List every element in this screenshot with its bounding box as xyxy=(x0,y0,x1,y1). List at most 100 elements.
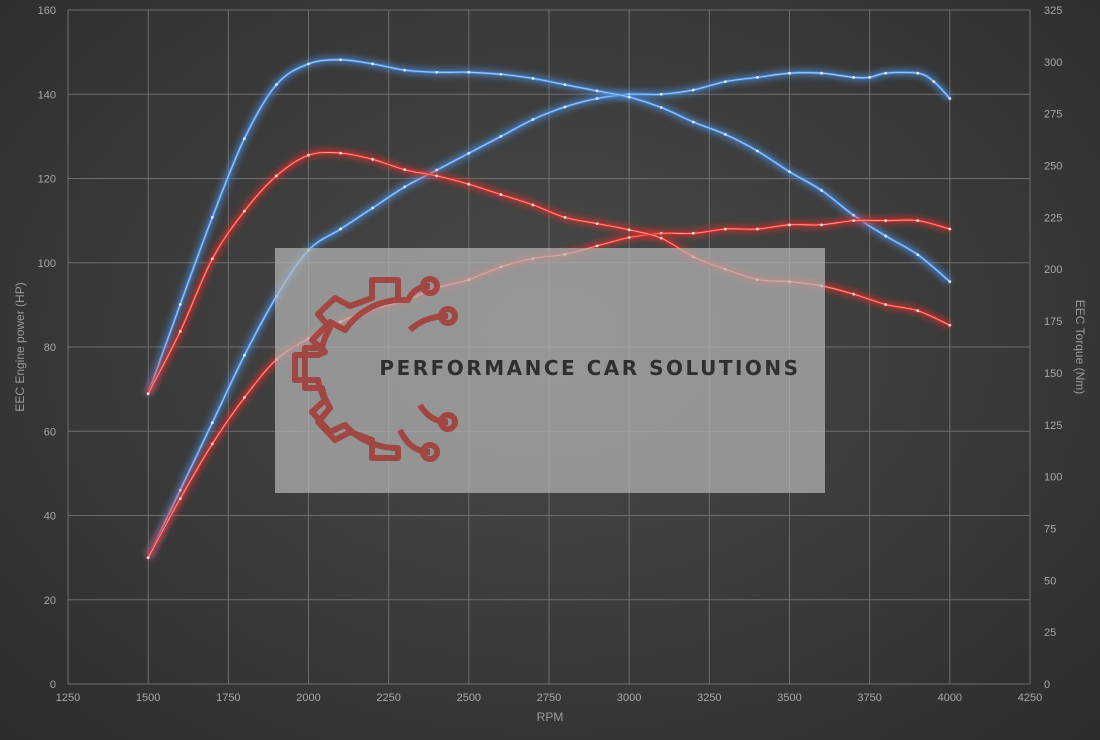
data-point xyxy=(499,134,503,138)
gear-circuit-logo-icon xyxy=(292,276,458,462)
data-point xyxy=(788,170,791,174)
right-tick-label: 125 xyxy=(1044,420,1062,432)
data-point xyxy=(627,95,631,99)
data-point xyxy=(307,62,310,66)
data-point xyxy=(756,76,759,79)
data-point xyxy=(242,354,246,357)
data-point xyxy=(531,77,535,80)
right-axis-ticks: 0 25 50 75 100 125 150 175 200 225 250 275 300 325 xyxy=(1044,5,1062,691)
data-point xyxy=(723,80,727,84)
right-tick-label: 225 xyxy=(1044,212,1062,224)
data-point xyxy=(178,303,182,306)
data-point xyxy=(435,70,439,74)
data-point xyxy=(242,209,246,213)
left-axis-title: EEC Engine power (HP) xyxy=(13,282,27,411)
data-point xyxy=(339,58,342,62)
data-point xyxy=(210,215,214,219)
data-point xyxy=(275,174,278,178)
data-point xyxy=(435,174,439,178)
data-point xyxy=(868,76,872,79)
data-point xyxy=(884,234,888,238)
x-tick-label: 1250 xyxy=(56,692,80,704)
data-point xyxy=(595,89,599,93)
data-point xyxy=(852,213,856,217)
data-point xyxy=(499,193,503,196)
data-point xyxy=(659,92,663,96)
data-point xyxy=(788,223,791,227)
x-tick-label: 3250 xyxy=(697,692,721,704)
right-tick-label: 325 xyxy=(1044,5,1062,17)
data-point xyxy=(595,244,599,248)
data-point xyxy=(146,392,150,396)
data-point xyxy=(210,421,214,425)
left-tick-label: 100 xyxy=(38,258,56,270)
data-point xyxy=(242,137,246,140)
x-tick-label: 4000 xyxy=(938,692,962,704)
left-tick-label: 60 xyxy=(44,426,56,438)
x-axis-title: RPM xyxy=(537,710,564,724)
data-point xyxy=(563,105,567,109)
data-point xyxy=(467,151,471,155)
data-point xyxy=(788,71,791,75)
data-point xyxy=(178,330,182,333)
data-point xyxy=(275,83,278,87)
series-1 xyxy=(144,55,953,396)
data-point xyxy=(691,231,695,235)
data-point xyxy=(371,206,375,210)
data-point xyxy=(627,236,631,239)
right-tick-label: 175 xyxy=(1044,316,1062,328)
data-point xyxy=(691,120,695,124)
data-point xyxy=(307,153,310,157)
data-point xyxy=(916,71,920,75)
data-point xyxy=(563,83,567,87)
data-point xyxy=(595,97,599,100)
left-axis-ticks: 0 20 40 60 80 100 120 140 160 xyxy=(38,5,56,691)
right-tick-label: 50 xyxy=(1044,575,1056,587)
data-point xyxy=(563,215,567,219)
data-point xyxy=(659,236,663,240)
data-point xyxy=(916,309,920,313)
data-point xyxy=(723,227,727,231)
data-point xyxy=(691,88,695,92)
data-point xyxy=(852,219,856,223)
left-tick-label: 20 xyxy=(44,595,56,607)
data-point xyxy=(723,133,727,136)
left-tick-label: 40 xyxy=(44,511,56,523)
data-point xyxy=(403,68,407,72)
data-point xyxy=(339,227,342,231)
watermark-text: PERFORMANCE CAR SOLUTIONS xyxy=(379,356,800,380)
left-tick-label: 120 xyxy=(38,174,56,186)
right-tick-label: 25 xyxy=(1044,627,1056,639)
data-point xyxy=(884,71,888,75)
x-tick-label: 3500 xyxy=(777,692,801,704)
x-tick-label: 2500 xyxy=(457,692,481,704)
data-point xyxy=(884,219,888,223)
data-point xyxy=(467,182,471,186)
data-point xyxy=(948,227,952,231)
x-tick-label: 1750 xyxy=(216,692,240,704)
data-point xyxy=(403,168,407,172)
data-point xyxy=(852,292,856,296)
x-tick-label: 3000 xyxy=(617,692,641,704)
x-tick-label: 4250 xyxy=(1018,692,1042,704)
data-point xyxy=(531,203,535,207)
data-point xyxy=(499,72,503,76)
x-tick-label: 3750 xyxy=(857,692,881,704)
right-tick-label: 200 xyxy=(1044,264,1062,276)
left-tick-label: 0 xyxy=(50,679,56,691)
x-tick-label: 2000 xyxy=(296,692,320,704)
data-point xyxy=(852,76,856,79)
data-point xyxy=(659,106,663,109)
x-tick-label: 1500 xyxy=(136,692,160,704)
data-point xyxy=(627,228,631,232)
data-point xyxy=(820,71,823,75)
data-point xyxy=(210,257,214,261)
data-point xyxy=(595,222,599,226)
right-tick-label: 100 xyxy=(1044,472,1062,484)
data-point xyxy=(948,323,952,327)
x-tick-label: 2750 xyxy=(537,692,561,704)
data-point xyxy=(916,219,920,223)
data-point xyxy=(371,62,375,66)
series-line-highlight xyxy=(147,59,951,394)
